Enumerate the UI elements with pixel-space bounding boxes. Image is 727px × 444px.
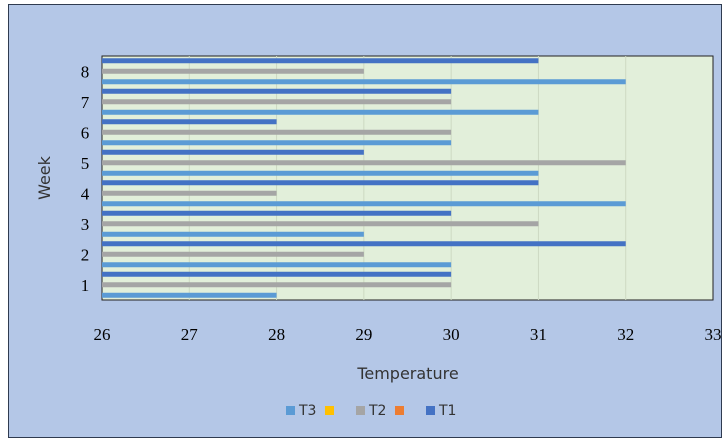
y-tick-label: 1	[81, 276, 90, 295]
plot-area	[101, 55, 714, 301]
bar	[102, 231, 364, 237]
legend-swatch	[426, 406, 435, 415]
bar	[102, 88, 452, 94]
x-tick-label: 33	[705, 325, 722, 344]
bar	[102, 160, 626, 166]
x-tick-label: 32	[617, 325, 634, 344]
bar	[102, 119, 277, 125]
bar	[102, 271, 452, 277]
legend-label: T3	[298, 403, 316, 419]
bar	[102, 68, 364, 74]
y-tick-label: 4	[81, 184, 90, 203]
legend-swatch	[325, 406, 334, 415]
bars	[102, 58, 626, 298]
legend-label: T2	[368, 403, 386, 419]
x-tick-label: 30	[443, 325, 460, 344]
bar	[102, 149, 364, 155]
x-tick-label: 26	[94, 325, 111, 344]
y-tick-label: 7	[81, 93, 90, 112]
legend-swatch	[356, 406, 365, 415]
x-tick-label: 28	[268, 325, 285, 344]
y-tick-label: 2	[81, 245, 90, 264]
bar	[102, 109, 539, 115]
bar	[102, 180, 539, 186]
y-tick-label: 5	[81, 154, 90, 173]
bar	[102, 251, 364, 257]
x-axis-ticks: 26 27 28 29 30 31 32 33	[94, 325, 722, 344]
bar	[102, 79, 626, 85]
x-tick-label: 27	[181, 325, 199, 344]
y-tick-label: 3	[81, 215, 90, 234]
legend-swatch	[395, 406, 404, 415]
bar	[102, 140, 452, 146]
bar	[102, 262, 452, 268]
bar	[102, 170, 539, 176]
legend-swatch	[286, 406, 295, 415]
bar	[102, 190, 277, 196]
gridlines	[188, 56, 627, 300]
x-axis-title: Temperature	[356, 364, 458, 383]
bar	[102, 58, 539, 64]
y-tick-label: 6	[81, 123, 90, 142]
bar	[102, 201, 626, 207]
legend-label: T1	[438, 403, 456, 419]
bar	[102, 241, 626, 247]
x-tick-label: 29	[355, 325, 372, 344]
bar	[102, 99, 452, 105]
bar	[102, 282, 452, 288]
bar	[102, 129, 452, 135]
x-tick-label: 31	[530, 325, 547, 344]
bar	[102, 292, 277, 298]
y-axis-title: Week	[35, 155, 54, 200]
bar	[102, 221, 539, 227]
y-axis-ticks: 1 2 3 4 5 6 7 8	[81, 62, 90, 295]
y-tick-label: 8	[81, 62, 90, 81]
bar	[102, 210, 452, 216]
legend: T3 T2 T1	[286, 403, 456, 419]
